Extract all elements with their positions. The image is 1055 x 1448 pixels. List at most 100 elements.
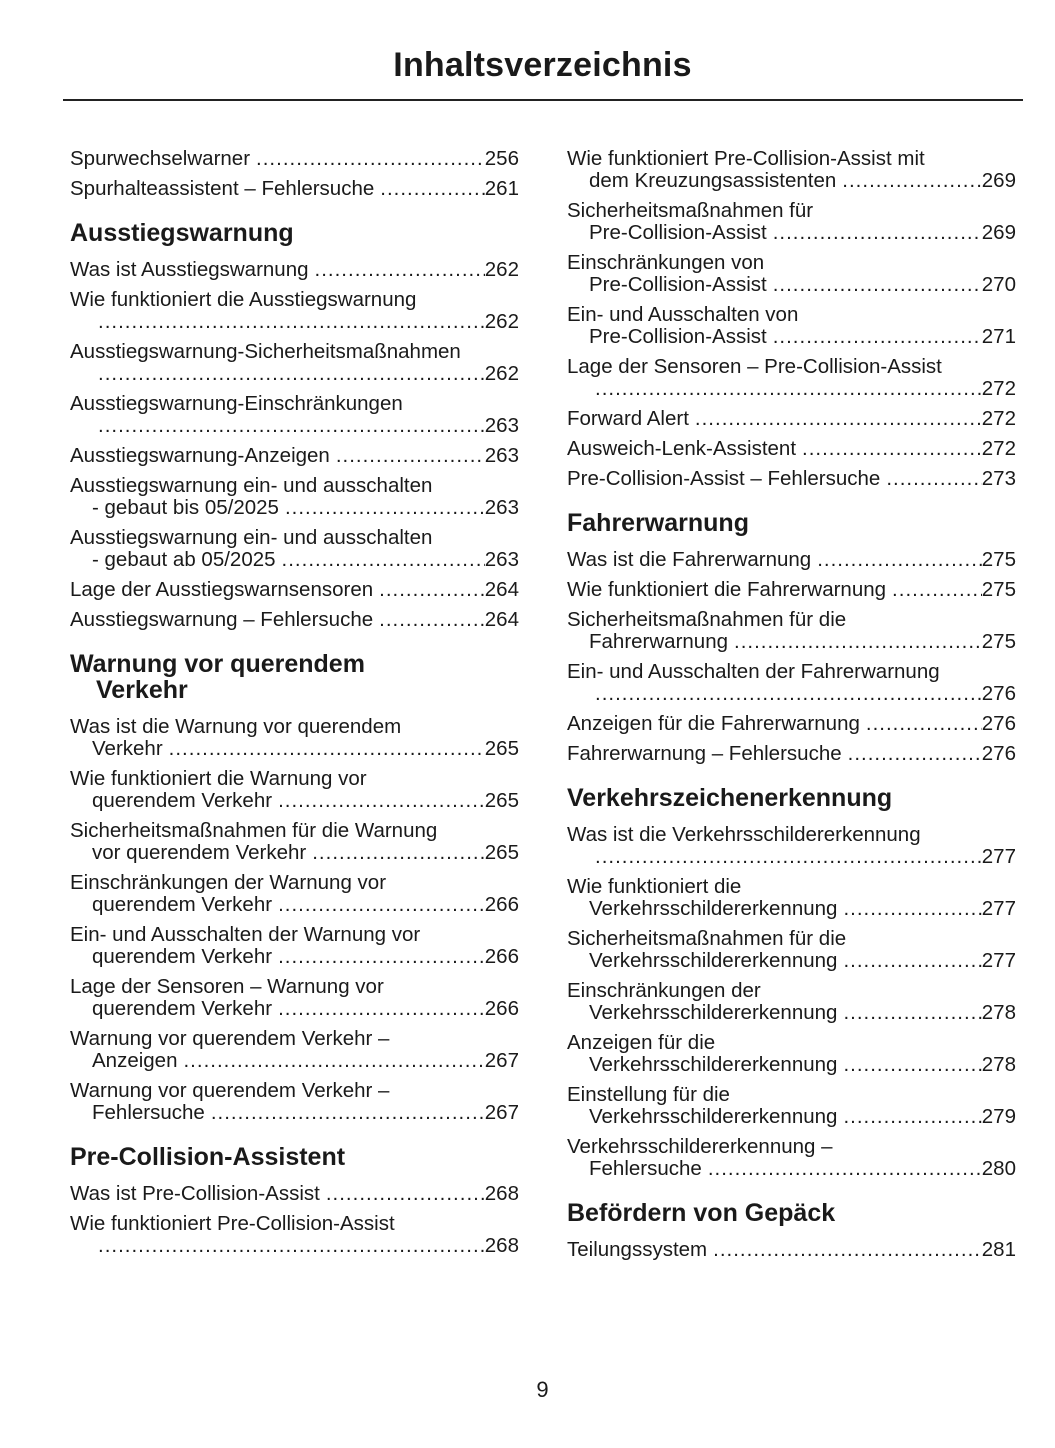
toc-page-number[interactable]: 272 [981,437,1016,460]
toc-entry[interactable]: Wie funktioniert die Fahrerwarnung 275 [567,579,1016,601]
toc-page-number[interactable]: 268 [484,1182,519,1205]
toc-page-number[interactable]: 279 [981,1105,1016,1128]
toc-page-number[interactable]: 270 [981,273,1016,296]
toc-entry[interactable]: Einschränkungen der Warnung vor querendem… [70,872,519,916]
toc-entry[interactable]: Lage der Ausstiegswarnsensoren 264 [70,579,519,601]
toc-page-number[interactable]: 261 [484,177,519,200]
toc-page-number[interactable]: 272 [981,377,1016,400]
toc-page-number[interactable]: 278 [981,1053,1016,1076]
toc-entry[interactable]: Sicherheitsmaßnahmen für die Verkehrsschi… [567,928,1016,972]
toc-page-number[interactable]: 265 [484,737,519,760]
dot-leader [595,378,982,400]
toc-entry[interactable]: Ein- und Ausschalten von Pre-Collision-As… [567,304,1016,348]
toc-entry[interactable]: Anzeigen für die Verkehrsschildererkennun… [567,1032,1016,1076]
toc-page-number[interactable]: 271 [981,325,1016,348]
toc-page-number[interactable]: 263 [484,496,519,519]
toc-entry[interactable]: Ausstiegswarnung-Sicherheitsmaßnahmen 262 [70,341,519,385]
toc-page-number[interactable]: 277 [981,949,1016,972]
toc-page-number[interactable]: 266 [484,997,519,1020]
toc-entry[interactable]: Ausstiegswarnung-Einschränkungen 263 [70,393,519,437]
toc-page-number[interactable]: 277 [981,845,1016,868]
toc-entry[interactable]: Was ist Pre-Collision-Assist 268 [70,1183,519,1205]
toc-entry[interactable]: Was ist Ausstiegswarnung 262 [70,259,519,281]
toc-page-number[interactable]: 275 [981,630,1016,653]
toc-page-number[interactable]: 265 [484,789,519,812]
toc-page-number[interactable]: 264 [484,578,519,601]
toc-entry-line: - gebaut ab 05/2025 263 [70,549,519,571]
toc-entry[interactable]: Einstellung für die Verkehrsschildererken… [567,1084,1016,1128]
toc-page-number[interactable]: 278 [981,1001,1016,1024]
toc-entry[interactable]: Warnung vor querendem Verkehr –Anzeigen 2… [70,1028,519,1072]
toc-entry-line: Was ist die Fahrerwarnung 275 [567,549,1016,571]
toc-entry[interactable]: Wie funktioniert Pre-Collision-Assist 268 [70,1213,519,1257]
toc-entry-line: Pre-Collision-Assist – Fehlersuche 273 [567,468,1016,490]
toc-page-number[interactable]: 273 [981,467,1016,490]
toc-entry[interactable]: Wie funktioniert die Ausstiegswarnung 262 [70,289,519,333]
toc-page-number[interactable]: 264 [484,608,519,631]
toc-entry[interactable]: Teilungssystem 281 [567,1239,1016,1261]
toc-page-number[interactable]: 262 [484,362,519,385]
toc-entry[interactable]: Was ist die Verkehrsschildererkennung 277 [567,824,1016,868]
toc-page-number[interactable]: 275 [981,578,1016,601]
toc-entry-line: 277 [567,846,1016,868]
toc-page-number[interactable]: 267 [484,1101,519,1124]
toc-entry[interactable]: Sicherheitsmaßnahmen für die Warnung vor … [70,820,519,864]
toc-entry[interactable]: Spurwechselwarner 256 [70,148,519,170]
toc-page-number[interactable]: 276 [981,712,1016,735]
section-heading: Fahrerwarnung [567,510,1016,536]
toc-entry[interactable]: Sicherheitsmaßnahmen für Pre-Collision-As… [567,200,1016,244]
toc-entry[interactable]: Einschränkungen der Verkehrsschildererken… [567,980,1016,1024]
toc-page-number[interactable]: 276 [981,682,1016,705]
toc-page-number[interactable]: 268 [484,1234,519,1257]
toc-entry[interactable]: Wie funktioniert Pre-Collision-Assist mi… [567,148,1016,192]
toc-page-number[interactable]: 277 [981,897,1016,920]
toc-entry-line: Was ist Ausstiegswarnung 262 [70,259,519,281]
toc-entry[interactable]: Was ist die Warnung vor querendem Verkehr… [70,716,519,760]
toc-page-number[interactable]: 280 [981,1157,1016,1180]
toc-entry[interactable]: Warnung vor querendem Verkehr – Fehlersuc… [70,1080,519,1124]
toc-page-number[interactable]: 266 [484,945,519,968]
toc-page-number[interactable]: 275 [981,548,1016,571]
toc-entry[interactable]: Ein- und Ausschalten der Warnung vor quer… [70,924,519,968]
toc-entry[interactable]: Forward Alert 272 [567,408,1016,430]
toc-entry-text: Ausstiegswarnung-Einschränkungen [70,392,403,415]
toc-entry[interactable]: Spurhalteassistent – Fehlersuche 261 [70,178,519,200]
toc-page-number[interactable]: 269 [981,221,1016,244]
toc-entry[interactable]: Ausweich-Lenk-Assistent 272 [567,438,1016,460]
toc-entry[interactable]: Verkehrsschildererkennung –Fehlersuche 28… [567,1136,1016,1180]
toc-page-number[interactable]: 263 [484,414,519,437]
toc-entry[interactable]: Ausstiegswarnung ein- und ausschalten - g… [70,527,519,571]
toc-entry[interactable]: Anzeigen für die Fahrerwarnung 276 [567,713,1016,735]
toc-entry[interactable]: Fahrerwarnung – Fehlersuche 276 [567,743,1016,765]
toc-entry-text: querendem Verkehr [92,945,273,968]
toc-entry[interactable]: Sicherheitsmaßnahmen für die Fahrerwarnun… [567,609,1016,653]
toc-page-number[interactable]: 262 [484,258,519,281]
toc-entry-text: Warnung vor querendem Verkehr – [70,1079,390,1102]
toc-page-number[interactable]: 262 [484,310,519,333]
toc-entry[interactable]: Lage der Sensoren – Pre-Collision-Assist… [567,356,1016,400]
toc-entry[interactable]: Ausstiegswarnung-Anzeigen 263 [70,445,519,467]
section-heading: Pre-Collision-Assistent [70,1144,519,1170]
toc-entry[interactable]: Ausstiegswarnung ein- und ausschalten - g… [70,475,519,519]
dot-leader [169,738,485,760]
toc-page-number[interactable]: 272 [981,407,1016,430]
toc-entry[interactable]: Wie funktioniert die Verkehrsschildererke… [567,876,1016,920]
toc-page-number[interactable]: 256 [484,147,519,170]
toc-page-number[interactable]: 265 [484,841,519,864]
toc-entry[interactable]: Lage der Sensoren – Warnung vor querendem… [70,976,519,1020]
toc-entry[interactable]: Ein- und Ausschalten der Fahrerwarnung 27… [567,661,1016,705]
toc-page-number[interactable]: 263 [484,444,519,467]
toc-page-number[interactable]: 276 [981,742,1016,765]
toc-page-number[interactable]: 267 [484,1049,519,1072]
toc-page-number[interactable]: 269 [981,169,1016,192]
toc-page-number[interactable]: 266 [484,893,519,916]
dot-leader [278,790,485,812]
toc-page-number[interactable]: 263 [484,548,519,571]
toc-entry[interactable]: Pre-Collision-Assist – Fehlersuche 273 [567,468,1016,490]
toc-page-number[interactable]: 281 [981,1238,1016,1261]
toc-entry[interactable]: Ausstiegswarnung – Fehlersuche 264 [70,609,519,631]
toc-entry[interactable]: Was ist die Fahrerwarnung 275 [567,549,1016,571]
toc-entry[interactable]: Wie funktioniert die Warnung vor querende… [70,768,519,812]
toc-entry-text: - gebaut ab 05/2025 [92,548,276,571]
